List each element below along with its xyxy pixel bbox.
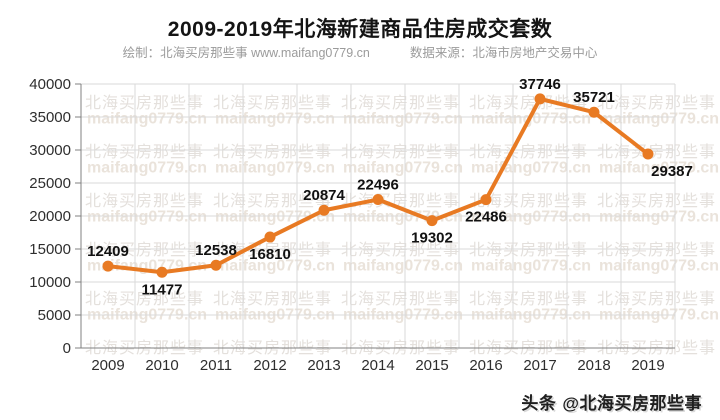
watermark-url-text: maifang0779.cn	[215, 111, 335, 128]
watermark-text: 北海买房那些事	[85, 290, 204, 308]
data-point	[642, 148, 654, 160]
x-axis-label: 2010	[145, 357, 178, 374]
y-axis-label: 40000	[29, 76, 71, 93]
data-point	[156, 266, 168, 278]
x-axis-label: 2013	[307, 357, 340, 374]
watermark-text: 北海买房那些事	[213, 290, 332, 308]
watermark-url-text: maifang0779.cn	[471, 209, 591, 226]
data-point-label: 22496	[357, 177, 399, 194]
data-point	[210, 259, 222, 271]
watermark-text: 北海买房那些事	[469, 94, 588, 112]
watermark-text: 北海买房那些事	[213, 143, 332, 161]
x-axis-label: 2017	[523, 357, 556, 374]
toutiao-brand-glyph: 头条	[521, 394, 557, 413]
data-point	[372, 194, 384, 206]
data-point-label: 20874	[303, 187, 345, 204]
y-axis-label: 20000	[29, 208, 71, 225]
data-point-label: 35721	[573, 89, 615, 106]
watermark-text: 北海买房那些事	[341, 241, 460, 259]
x-axis-label: 2018	[577, 357, 610, 374]
data-point-label: 19302	[411, 230, 453, 247]
subtitle-credit: 绘制：北海买房那些事 www.maifang0779.cn	[122, 46, 370, 60]
watermark-text: 北海买房那些事	[341, 290, 460, 308]
data-point-label: 12538	[195, 242, 237, 259]
watermark-text: 北海买房那些事	[341, 94, 460, 112]
watermark-url-text: maifang0779.cn	[599, 258, 719, 275]
y-axis-label: 10000	[29, 274, 71, 291]
y-axis-label: 5000	[38, 307, 71, 324]
y-axis-label: 25000	[29, 175, 71, 192]
data-point	[480, 194, 492, 206]
x-axis-label: 2012	[253, 357, 286, 374]
data-point-label: 12409	[87, 243, 129, 260]
watermark-url-text: maifang0779.cn	[471, 258, 591, 275]
subtitle-source: 数据来源：北海市房地产交易中心	[409, 46, 598, 60]
toutiao-watermark-logo: 头条 @北海买房那些事	[521, 389, 702, 414]
watermark-url-text: maifang0779.cn	[599, 160, 719, 177]
y-axis-label: 15000	[29, 241, 71, 258]
data-point-label: 29387	[651, 163, 693, 180]
data-point	[264, 231, 276, 243]
x-axis-label: 2015	[415, 357, 448, 374]
watermark-url-text: maifang0779.cn	[343, 111, 463, 128]
y-axis-label: 0	[63, 340, 71, 357]
watermark-url-text: maifang0779.cn	[215, 160, 335, 177]
watermark-url-text: maifang0779.cn	[87, 209, 207, 226]
watermark-url-text: maifang0779.cn	[215, 258, 335, 275]
watermark-text: 北海买房那些事	[85, 143, 204, 161]
watermark-text: 北海买房那些事	[597, 143, 716, 161]
chart-title: 2009-2019年北海新建商品住房成交套数	[167, 18, 553, 41]
data-point	[588, 106, 600, 118]
watermark-text: 北海买房那些事	[469, 290, 588, 308]
watermark-text: 北海买房那些事	[597, 290, 716, 308]
watermark-text: 北海买房那些事	[469, 192, 588, 210]
watermark-text: 北海买房那些事	[85, 94, 204, 112]
x-axis-label: 2019	[631, 357, 664, 374]
watermark-url-text: maifang0779.cn	[87, 111, 207, 128]
data-point-label: 16810	[249, 246, 291, 263]
watermark-text: 北海买房那些事	[597, 241, 716, 259]
watermark-url-text: maifang0779.cn	[471, 160, 591, 177]
watermark-text: 北海买房那些事	[341, 143, 460, 161]
chart-subtitle: 绘制：北海买房那些事 www.maifang0779.cn 数据来源：北海市房地产…	[0, 42, 720, 61]
x-axis-label: 2009	[91, 357, 124, 374]
y-axis-label: 35000	[29, 109, 71, 126]
watermark-text: 北海买房那些事	[469, 241, 588, 259]
watermark-text: 北海买房那些事	[469, 143, 588, 161]
watermark-text: 北海买房那些事	[341, 192, 460, 210]
data-point	[426, 215, 438, 227]
data-point	[534, 93, 546, 105]
watermark-text: 北海买房那些事	[85, 192, 204, 210]
watermark-text: 北海买房那些事	[597, 192, 716, 210]
watermark-url-text: maifang0779.cn	[215, 209, 335, 226]
watermark-text: 北海买房那些事	[85, 241, 204, 259]
x-axis-label: 2014	[361, 357, 394, 374]
data-point-label: 37746	[519, 76, 561, 93]
watermark-url-text: maifang0779.cn	[343, 258, 463, 275]
watermark-url-text: maifang0779.cn	[599, 111, 719, 128]
x-axis-label: 2016	[469, 357, 502, 374]
watermark-url-text: maifang0779.cn	[343, 160, 463, 177]
data-point	[318, 204, 330, 216]
data-point-label: 11477	[142, 281, 183, 298]
data-point	[102, 260, 114, 272]
watermark-url-text: maifang0779.cn	[87, 160, 207, 177]
data-point-label: 22486	[465, 209, 507, 226]
watermark-text: 北海买房那些事	[213, 94, 332, 112]
y-axis-label: 30000	[29, 142, 71, 159]
watermark-url-text: maifang0779.cn	[599, 209, 719, 226]
watermark-text: 北海买房那些事	[597, 94, 716, 112]
toutiao-account-handle: @北海买房那些事	[562, 394, 702, 413]
x-axis-label: 2011	[200, 357, 232, 374]
